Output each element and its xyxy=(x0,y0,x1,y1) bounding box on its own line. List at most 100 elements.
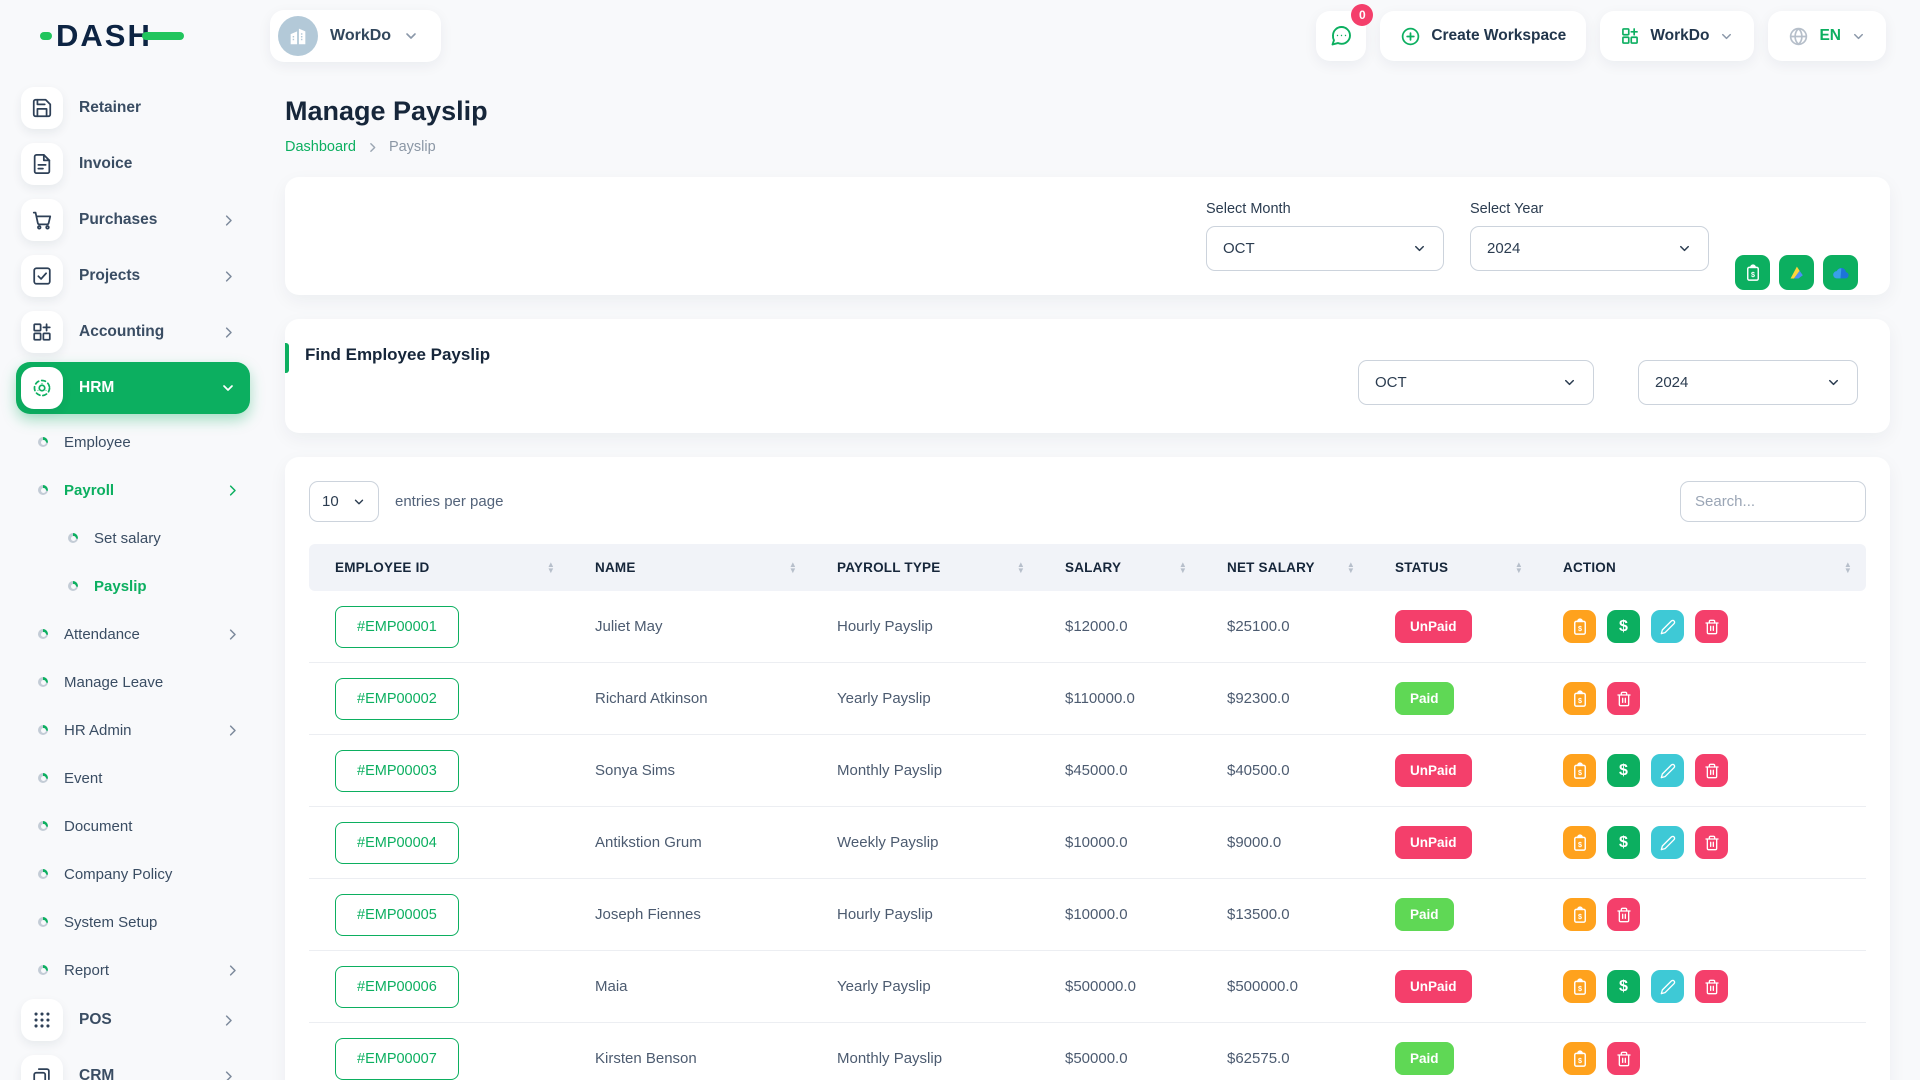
sidebar-item-hrm[interactable]: HRM xyxy=(16,362,250,414)
pay-action-button[interactable]: $ xyxy=(1607,826,1640,859)
sidebar-item-manage-leave[interactable]: Manage Leave xyxy=(16,658,250,706)
card-accent-bar xyxy=(285,343,289,373)
employee-id-badge[interactable]: #EMP00004 xyxy=(335,822,459,864)
payslip-action-button[interactable]: $ xyxy=(1563,898,1596,931)
payslip-action-button[interactable]: $ xyxy=(1563,970,1596,1003)
year-select[interactable]: 2024 xyxy=(1470,226,1709,271)
payslip-action-button[interactable]: $ xyxy=(1563,610,1596,643)
employee-name: Kirsten Benson xyxy=(569,1050,811,1067)
breadcrumb-dashboard-link[interactable]: Dashboard xyxy=(285,139,356,155)
payslip-table: EMPLOYEE ID▲▼NAME▲▼PAYROLL TYPE▲▼SALARY▲… xyxy=(309,544,1866,1080)
sidebar-item-purchases[interactable]: Purchases xyxy=(16,194,250,246)
chevron-down-icon xyxy=(1851,29,1866,44)
find-month-select[interactable]: OCT xyxy=(1358,360,1594,405)
breadcrumb: Dashboard Payslip xyxy=(285,139,1890,155)
edit-action-button[interactable] xyxy=(1651,826,1684,859)
sort-icon[interactable]: ▲▼ xyxy=(789,562,797,574)
logo-accent-dot xyxy=(40,32,52,40)
workspace-switcher[interactable]: WorkDo xyxy=(270,10,441,62)
create-workspace-button[interactable]: Create Workspace xyxy=(1380,11,1586,61)
sidebar-subitem-label: Employee xyxy=(64,434,131,451)
sidebar-item-employee[interactable]: Employee xyxy=(16,418,250,466)
sidebar-item-payslip[interactable]: Payslip xyxy=(16,562,250,610)
sidebar-item-pos[interactable]: POS xyxy=(16,994,250,1046)
dollar-icon: $ xyxy=(1619,618,1628,636)
google-drive-export-button[interactable] xyxy=(1779,255,1814,290)
delete-action-button[interactable] xyxy=(1607,682,1640,715)
table-row: #EMP00006MaiaYearly Payslip$500000.0$500… xyxy=(309,951,1866,1023)
sidebar-item-set-salary[interactable]: Set salary xyxy=(16,514,250,562)
employee-id-badge[interactable]: #EMP00005 xyxy=(335,894,459,936)
pay-action-button[interactable]: $ xyxy=(1607,610,1640,643)
sort-icon[interactable]: ▲▼ xyxy=(1844,562,1852,574)
status-badge: Paid xyxy=(1395,898,1454,931)
entries-per-page-select[interactable]: 10 xyxy=(309,481,379,522)
delete-action-button[interactable] xyxy=(1695,826,1728,859)
delete-action-button[interactable] xyxy=(1695,610,1728,643)
search-input[interactable] xyxy=(1680,481,1866,522)
sidebar-item-report[interactable]: Report xyxy=(16,946,250,994)
sidebar-item-retainer[interactable]: Retainer xyxy=(16,82,250,134)
action-buttons: $$ xyxy=(1537,610,1866,643)
payslip-action-button[interactable]: $ xyxy=(1563,682,1596,715)
edit-action-button[interactable] xyxy=(1651,754,1684,787)
onedrive-export-button[interactable] xyxy=(1823,255,1858,290)
sidebar-item-payroll[interactable]: Payroll xyxy=(16,466,250,514)
sidebar-item-hr-admin[interactable]: HR Admin xyxy=(16,706,250,754)
edit-action-button[interactable] xyxy=(1651,970,1684,1003)
delete-action-button[interactable] xyxy=(1695,970,1728,1003)
table-row: #EMP00004Antikstion GrumWeekly Payslip$1… xyxy=(309,807,1866,879)
sort-icon[interactable]: ▲▼ xyxy=(1179,562,1187,574)
cart-icon xyxy=(21,199,63,241)
employee-id-badge[interactable]: #EMP00007 xyxy=(335,1038,459,1080)
sort-icon[interactable]: ▲▼ xyxy=(1347,562,1355,574)
status-badge: Paid xyxy=(1395,1042,1454,1075)
employee-id-badge[interactable]: #EMP00002 xyxy=(335,678,459,720)
sort-icon[interactable]: ▲▼ xyxy=(547,562,555,574)
sidebar-item-invoice[interactable]: Invoice xyxy=(16,138,250,190)
status-badge: UnPaid xyxy=(1395,970,1472,1003)
employee-id-badge[interactable]: #EMP00001 xyxy=(335,606,459,648)
svg-text:$: $ xyxy=(1578,624,1582,632)
messages-button[interactable]: 0 xyxy=(1316,11,1366,61)
column-header-label: ACTION xyxy=(1563,560,1616,575)
column-header-label: NAME xyxy=(595,560,636,575)
column-header-salary: SALARY▲▼ xyxy=(1039,560,1201,575)
employee-id-badge[interactable]: #EMP00003 xyxy=(335,750,459,792)
bulk-payslip-button[interactable]: $ xyxy=(1735,255,1770,290)
delete-action-button[interactable] xyxy=(1695,754,1728,787)
month-select[interactable]: OCT xyxy=(1206,226,1444,271)
sort-icon[interactable]: ▲▼ xyxy=(1515,562,1523,574)
find-year-select[interactable]: 2024 xyxy=(1638,360,1858,405)
page-title: Manage Payslip xyxy=(285,72,1890,127)
payslip-action-button[interactable]: $ xyxy=(1563,1042,1596,1075)
find-year-value: 2024 xyxy=(1655,374,1688,391)
employee-id-cell: #EMP00004 xyxy=(309,822,569,864)
sidebar-item-projects[interactable]: Projects xyxy=(16,250,250,302)
employee-id-badge[interactable]: #EMP00006 xyxy=(335,966,459,1008)
column-header-name: NAME ▲▼ xyxy=(569,560,811,575)
delete-action-button[interactable] xyxy=(1607,898,1640,931)
payslip-action-button[interactable]: $ xyxy=(1563,754,1596,787)
column-header-label: PAYROLL TYPE xyxy=(837,560,940,575)
sidebar-item-document[interactable]: Document xyxy=(16,802,250,850)
sidebar-item-accounting[interactable]: Accounting xyxy=(16,306,250,358)
delete-action-button[interactable] xyxy=(1607,1042,1640,1075)
edit-action-button[interactable] xyxy=(1651,610,1684,643)
trash-icon xyxy=(1616,1051,1632,1067)
find-payslip-card: Find Employee Payslip OCT 2024 xyxy=(285,319,1890,433)
pay-action-button[interactable]: $ xyxy=(1607,970,1640,1003)
svg-text:$: $ xyxy=(1578,912,1582,920)
sidebar-item-attendance[interactable]: Attendance xyxy=(16,610,250,658)
pay-action-button[interactable]: $ xyxy=(1607,754,1640,787)
clipboard-dollar-icon: $ xyxy=(1571,1050,1589,1068)
sidebar-item-system-setup[interactable]: System Setup xyxy=(16,898,250,946)
sidebar-item-crm[interactable]: CRM xyxy=(16,1050,250,1080)
sidebar-item-label: Invoice xyxy=(79,155,132,173)
sidebar-item-event[interactable]: Event xyxy=(16,754,250,802)
workspace-menu-button[interactable]: WorkDo xyxy=(1600,11,1754,61)
payslip-action-button[interactable]: $ xyxy=(1563,826,1596,859)
sidebar-item-company-policy[interactable]: Company Policy xyxy=(16,850,250,898)
language-selector[interactable]: EN xyxy=(1768,11,1886,61)
sort-icon[interactable]: ▲▼ xyxy=(1017,562,1025,574)
